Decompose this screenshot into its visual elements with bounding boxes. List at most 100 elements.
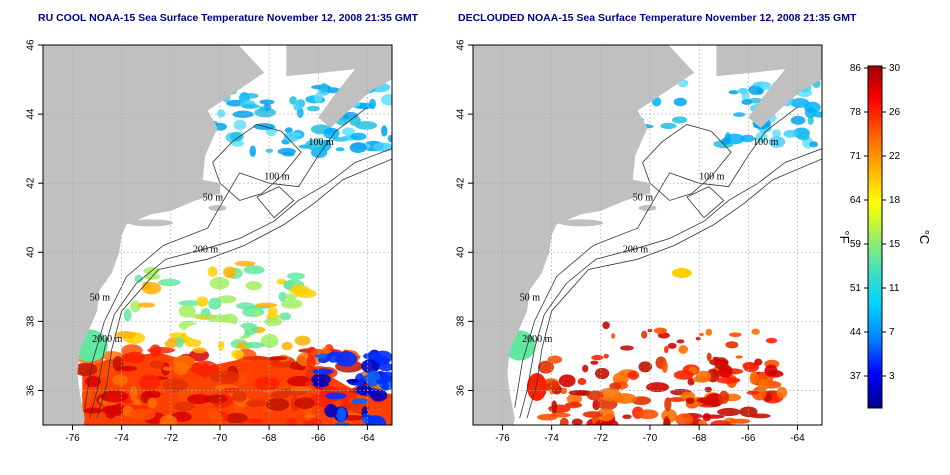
sst-patch	[253, 310, 260, 318]
sst-patch	[101, 405, 123, 415]
lat-tick-label: 38	[456, 315, 467, 327]
sst-patch	[729, 418, 751, 424]
fahrenheit-unit-label: °F	[837, 230, 852, 243]
sst-patch	[245, 418, 264, 424]
sst-patch	[546, 380, 560, 391]
sst-patch	[326, 351, 343, 363]
sst-patch	[281, 298, 303, 309]
lat-tick-label: 46	[456, 39, 467, 51]
fahrenheit-tick-label: 59	[850, 239, 862, 250]
celsius-tick-label: 22	[889, 151, 901, 162]
sst-patch	[335, 147, 345, 152]
sst-patch	[192, 347, 207, 354]
sst-patch	[375, 378, 387, 385]
sst-patch	[661, 360, 668, 373]
contour-label: 100 m	[753, 137, 779, 148]
celsius-tick-label: 11	[889, 283, 900, 294]
sst-patch	[216, 109, 226, 118]
sst-patch	[312, 382, 329, 388]
fahrenheit-tick-label: 86	[850, 63, 862, 74]
sst-patch	[760, 83, 772, 91]
sst-patch	[696, 397, 710, 404]
sst-patch	[739, 406, 758, 418]
sst-patch	[717, 359, 729, 365]
sst-patch	[705, 328, 713, 336]
sst-patch	[173, 361, 189, 376]
sst-patch	[783, 129, 798, 138]
sst-patch	[190, 360, 219, 376]
panel-title-declouded: DECLOUDED NOAA-15 Sea Surface Temperatur…	[458, 12, 857, 24]
sst-patch	[83, 407, 103, 414]
contour-label: 50 m	[520, 293, 541, 304]
sst-patch	[169, 332, 186, 339]
sst-patch	[130, 300, 141, 313]
sst-patch	[380, 93, 392, 106]
sst-patch	[695, 336, 701, 341]
lon-tick-label: -64	[360, 433, 375, 444]
contour-georges-bank	[686, 186, 725, 219]
sst-patch	[526, 373, 547, 401]
sst-patch	[611, 333, 616, 339]
sst-patch	[346, 378, 360, 384]
sst-patch	[238, 373, 248, 386]
sst-patch	[306, 105, 320, 112]
lat-tick-label: 44	[456, 108, 467, 120]
nantucket	[638, 205, 657, 212]
contour-label: 200 m	[193, 244, 219, 255]
panel-title-raw: RU COOL NOAA-15 Sea Surface Temperature …	[38, 12, 419, 24]
cloud-gap	[185, 321, 246, 342]
sst-patch	[158, 278, 181, 287]
sst-patch	[537, 360, 554, 374]
sst-patch	[381, 125, 388, 137]
sst-patch	[790, 115, 806, 125]
sst-patch	[347, 402, 357, 408]
sst-patch	[289, 386, 313, 392]
sst-patch	[673, 97, 687, 107]
celsius-tick-label: 3	[889, 371, 895, 382]
sst-patch	[289, 96, 297, 105]
sst-patch	[112, 374, 128, 386]
sst-patch	[174, 336, 184, 348]
sst-patch	[776, 386, 788, 399]
sst-patch	[234, 260, 256, 267]
sst-patch	[660, 122, 677, 130]
land	[43, 45, 392, 425]
sst-patch	[355, 385, 373, 396]
colorbar-gradient	[867, 65, 883, 409]
sst-patch	[365, 415, 387, 425]
long-island	[559, 219, 604, 227]
sst-patch	[590, 360, 599, 365]
sst-patch	[184, 338, 202, 348]
sst-patch	[323, 127, 340, 140]
lat-tick-label: 38	[26, 315, 37, 327]
sst-patch	[765, 337, 778, 344]
sst-patch	[809, 141, 819, 148]
sst-patch	[162, 378, 189, 392]
sst-patch	[566, 393, 583, 404]
lat-tick-label: 42	[456, 177, 467, 189]
sst-patch	[100, 390, 129, 403]
sst-patch	[725, 341, 739, 349]
sst-patch	[676, 339, 685, 344]
sst-patch	[229, 131, 244, 142]
us-coastline	[43, 45, 265, 425]
sst-patch	[243, 265, 265, 275]
sst-patch	[204, 394, 228, 404]
celsius-tick-label: 18	[889, 195, 901, 206]
sst-patch	[378, 362, 392, 372]
sst-patch	[226, 99, 245, 107]
sst-patch	[242, 307, 265, 318]
sst-patch	[721, 137, 731, 145]
sst-patch	[178, 300, 203, 306]
sst-patch	[602, 321, 610, 330]
map-frame	[472, 44, 823, 426]
sst-patch	[361, 359, 380, 374]
lon-tick-label: -76	[495, 433, 510, 444]
sst-patch	[178, 304, 196, 318]
sst-patch	[349, 142, 367, 153]
sst-patch	[678, 345, 689, 354]
fahrenheit-tick-label: 44	[850, 327, 862, 338]
sst-patch	[249, 145, 257, 157]
lat-tick-label: 44	[26, 108, 37, 120]
